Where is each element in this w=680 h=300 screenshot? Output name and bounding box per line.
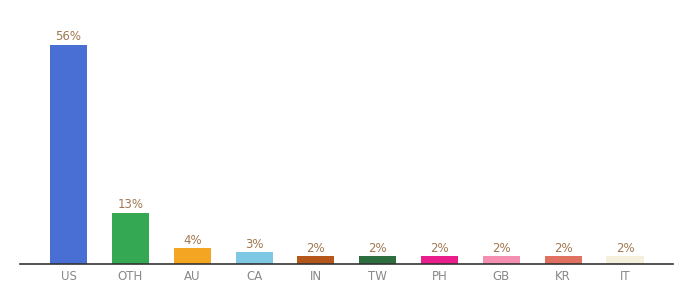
Text: 2%: 2% xyxy=(369,242,387,255)
Bar xyxy=(173,248,211,264)
Text: 3%: 3% xyxy=(245,238,263,251)
Bar xyxy=(235,252,273,264)
Bar xyxy=(545,256,581,264)
Bar xyxy=(607,256,643,264)
Text: 4%: 4% xyxy=(183,234,201,247)
Text: 2%: 2% xyxy=(492,242,511,255)
Text: 2%: 2% xyxy=(615,242,634,255)
Text: 2%: 2% xyxy=(554,242,573,255)
Bar xyxy=(50,44,87,264)
Bar xyxy=(297,256,335,264)
Text: 2%: 2% xyxy=(307,242,325,255)
Text: 2%: 2% xyxy=(430,242,449,255)
Text: 13%: 13% xyxy=(118,199,143,212)
Bar xyxy=(483,256,520,264)
Bar xyxy=(421,256,458,264)
Text: 56%: 56% xyxy=(56,30,82,43)
Bar xyxy=(112,213,149,264)
Bar xyxy=(359,256,396,264)
